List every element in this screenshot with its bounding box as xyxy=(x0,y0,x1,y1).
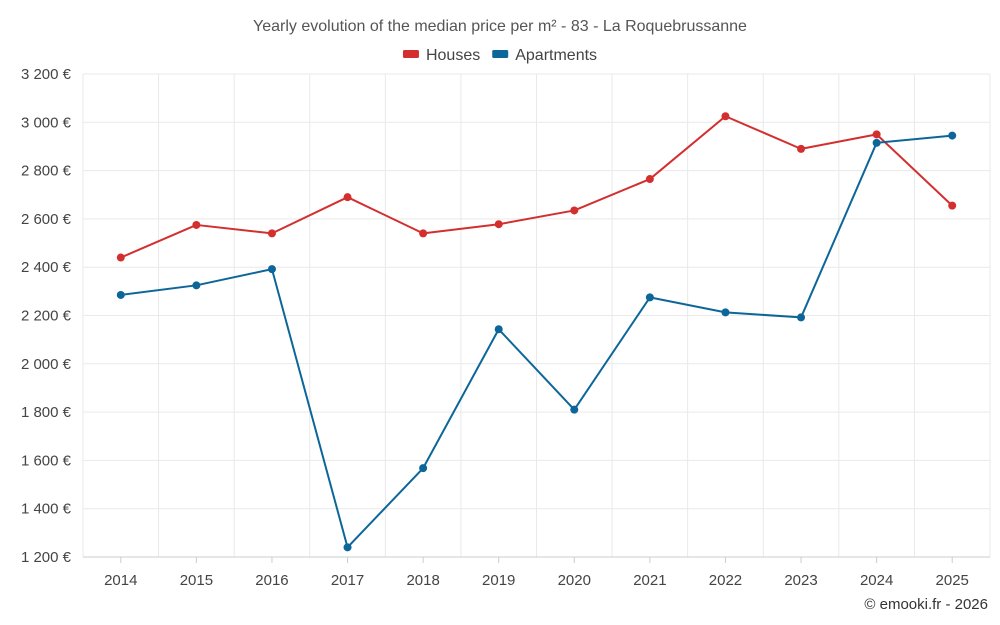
data-point-apartments[interactable] xyxy=(267,265,276,274)
data-point-houses[interactable] xyxy=(494,220,503,229)
y-tick-label: 2 600 € xyxy=(21,211,72,228)
chart-title: Yearly evolution of the median price per… xyxy=(253,18,747,35)
data-point-houses[interactable] xyxy=(570,206,579,215)
x-tick-label: 2021 xyxy=(633,572,666,589)
x-tick-label: 2023 xyxy=(784,572,817,589)
x-tick-label: 2018 xyxy=(406,572,439,589)
credit-text: © emooki.fr - 2026 xyxy=(864,596,988,613)
x-tick-label: 2020 xyxy=(558,572,591,589)
x-tick-label: 2014 xyxy=(104,572,137,589)
data-point-houses[interactable] xyxy=(267,229,276,238)
y-tick-label: 2 000 € xyxy=(21,356,72,373)
x-tick-label: 2015 xyxy=(180,572,213,589)
legend-swatch-apartments xyxy=(492,50,509,58)
data-point-apartments[interactable] xyxy=(645,293,654,302)
data-point-houses[interactable] xyxy=(948,201,957,210)
data-point-apartments[interactable] xyxy=(872,138,881,147)
data-point-apartments[interactable] xyxy=(116,290,125,299)
legend-label-apartments: Apartments xyxy=(515,47,597,64)
y-tick-label: 1 200 € xyxy=(21,549,72,566)
series-line-apartments xyxy=(120,134,953,549)
y-tick-label: 2 800 € xyxy=(21,163,72,180)
data-point-apartments[interactable] xyxy=(494,325,503,334)
data-point-houses[interactable] xyxy=(645,175,654,184)
y-tick-label: 1 800 € xyxy=(21,404,72,421)
x-tick-label: 2024 xyxy=(860,572,893,589)
x-tick-label: 2017 xyxy=(331,572,364,589)
data-point-houses[interactable] xyxy=(192,220,201,229)
data-point-apartments[interactable] xyxy=(419,464,428,473)
data-point-houses[interactable] xyxy=(343,193,352,202)
legend-item-houses[interactable]: Houses xyxy=(402,47,480,64)
x-tick-label: 2022 xyxy=(709,572,742,589)
x-tick-label: 2016 xyxy=(255,572,288,589)
y-tick-label: 3 000 € xyxy=(21,114,72,131)
data-point-apartments[interactable] xyxy=(948,131,957,140)
data-point-apartments[interactable] xyxy=(797,313,806,322)
y-tick-label: 1 600 € xyxy=(21,452,72,469)
data-point-apartments[interactable] xyxy=(343,543,352,552)
legend-label-houses: Houses xyxy=(426,47,480,64)
legend-item-apartments[interactable]: Apartments xyxy=(492,47,597,64)
data-point-houses[interactable] xyxy=(872,130,881,139)
y-tick-label: 1 400 € xyxy=(21,501,72,518)
data-point-houses[interactable] xyxy=(721,112,730,121)
data-point-houses[interactable] xyxy=(419,229,428,238)
data-point-houses[interactable] xyxy=(797,144,806,153)
x-tick-label: 2019 xyxy=(482,572,515,589)
series-line-houses xyxy=(120,115,953,259)
grid-lines xyxy=(82,73,991,558)
data-point-apartments[interactable] xyxy=(570,405,579,414)
y-tick-label: 2 400 € xyxy=(21,259,72,276)
legend-swatch-houses xyxy=(402,50,419,58)
y-tick-label: 3 200 € xyxy=(21,66,72,83)
data-point-houses[interactable] xyxy=(116,253,125,262)
x-tick-label: 2025 xyxy=(936,572,969,589)
series-lines xyxy=(116,112,957,552)
data-point-apartments[interactable] xyxy=(192,281,201,290)
y-tick-label: 2 200 € xyxy=(21,308,72,325)
axes: 1 200 € 1 400 € 1 600 € 1 800 € 2 000 € 2 200… xyxy=(21,66,990,589)
legend: Houses Apartments xyxy=(402,47,597,64)
data-point-apartments[interactable] xyxy=(721,308,730,317)
